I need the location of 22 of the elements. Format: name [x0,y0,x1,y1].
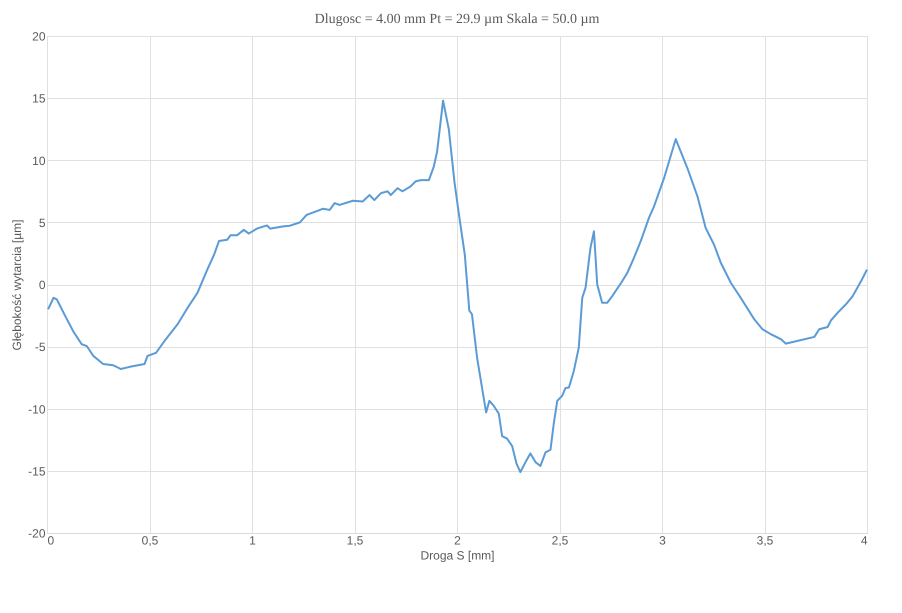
y-tick-label: -20 [28,526,46,540]
y-tick-label: -15 [28,464,46,478]
line-series [47,100,868,474]
y-tick-label: -5 [34,340,46,354]
y-tick-label: 5 [38,216,46,230]
x-axis-title: Droga S [mm] [420,548,495,562]
x-tick-label: 4 [860,534,868,548]
x-tick-label: 3,5 [756,534,774,548]
x-tick-label: 0,5 [142,534,159,548]
y-axis-title: Głębokość wytarcia [µm] [10,220,24,350]
x-tick-label: 0 [48,534,54,548]
x-tick-label: 2,5 [552,534,569,548]
y-tick-label: 0 [38,278,46,292]
y-tick-label: -10 [28,402,46,416]
x-tick-label: 1,5 [346,534,364,548]
x-tick-label: 3 [659,534,666,548]
chart-title: Dlugosc = 4.00 mm Pt = 29.9 µm Skala = 50.0 µm [314,12,600,27]
x-tick-label: 2 [454,534,462,548]
y-tick-label: 10 [32,154,46,168]
y-tick-label: 20 [32,30,46,44]
y-tick-label: 15 [32,92,46,106]
x-tick-label: 1 [249,534,256,548]
